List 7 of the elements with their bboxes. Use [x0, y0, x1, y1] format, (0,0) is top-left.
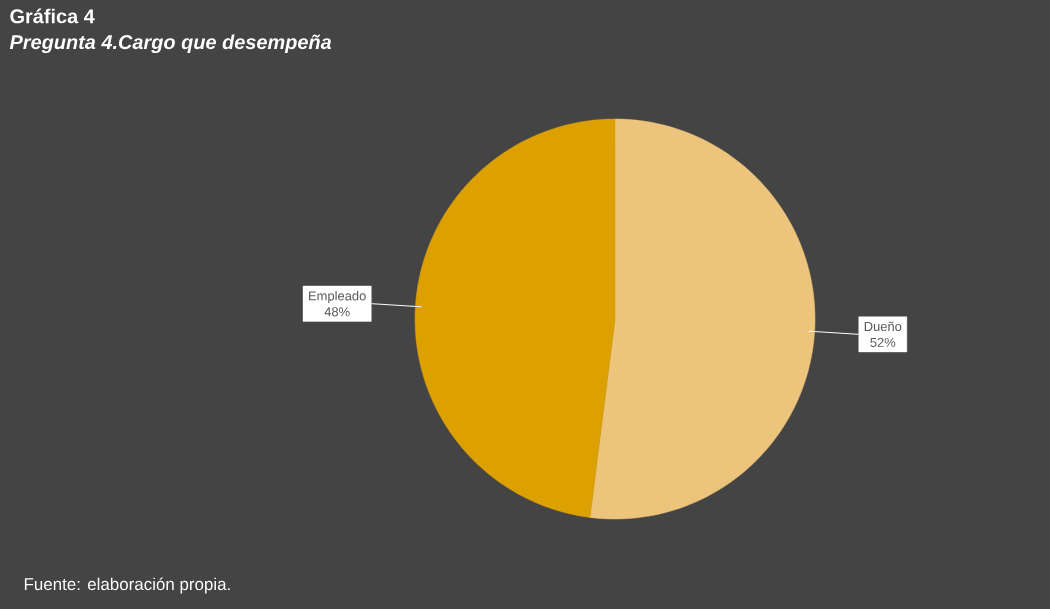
text: Gráfica 4: [10, 8, 95, 24]
slice-label: Dueño: [864, 321, 902, 332]
data-label: 48%: [324, 307, 350, 317]
data-label: 52%: [870, 337, 896, 347]
source-note: Fuente: elaboración propia.: [24, 577, 230, 594]
chart-subtitle: Pregunta 4.Cargo que desempeña: [9, 34, 332, 54]
slice-label: Empleado: [309, 290, 366, 304]
